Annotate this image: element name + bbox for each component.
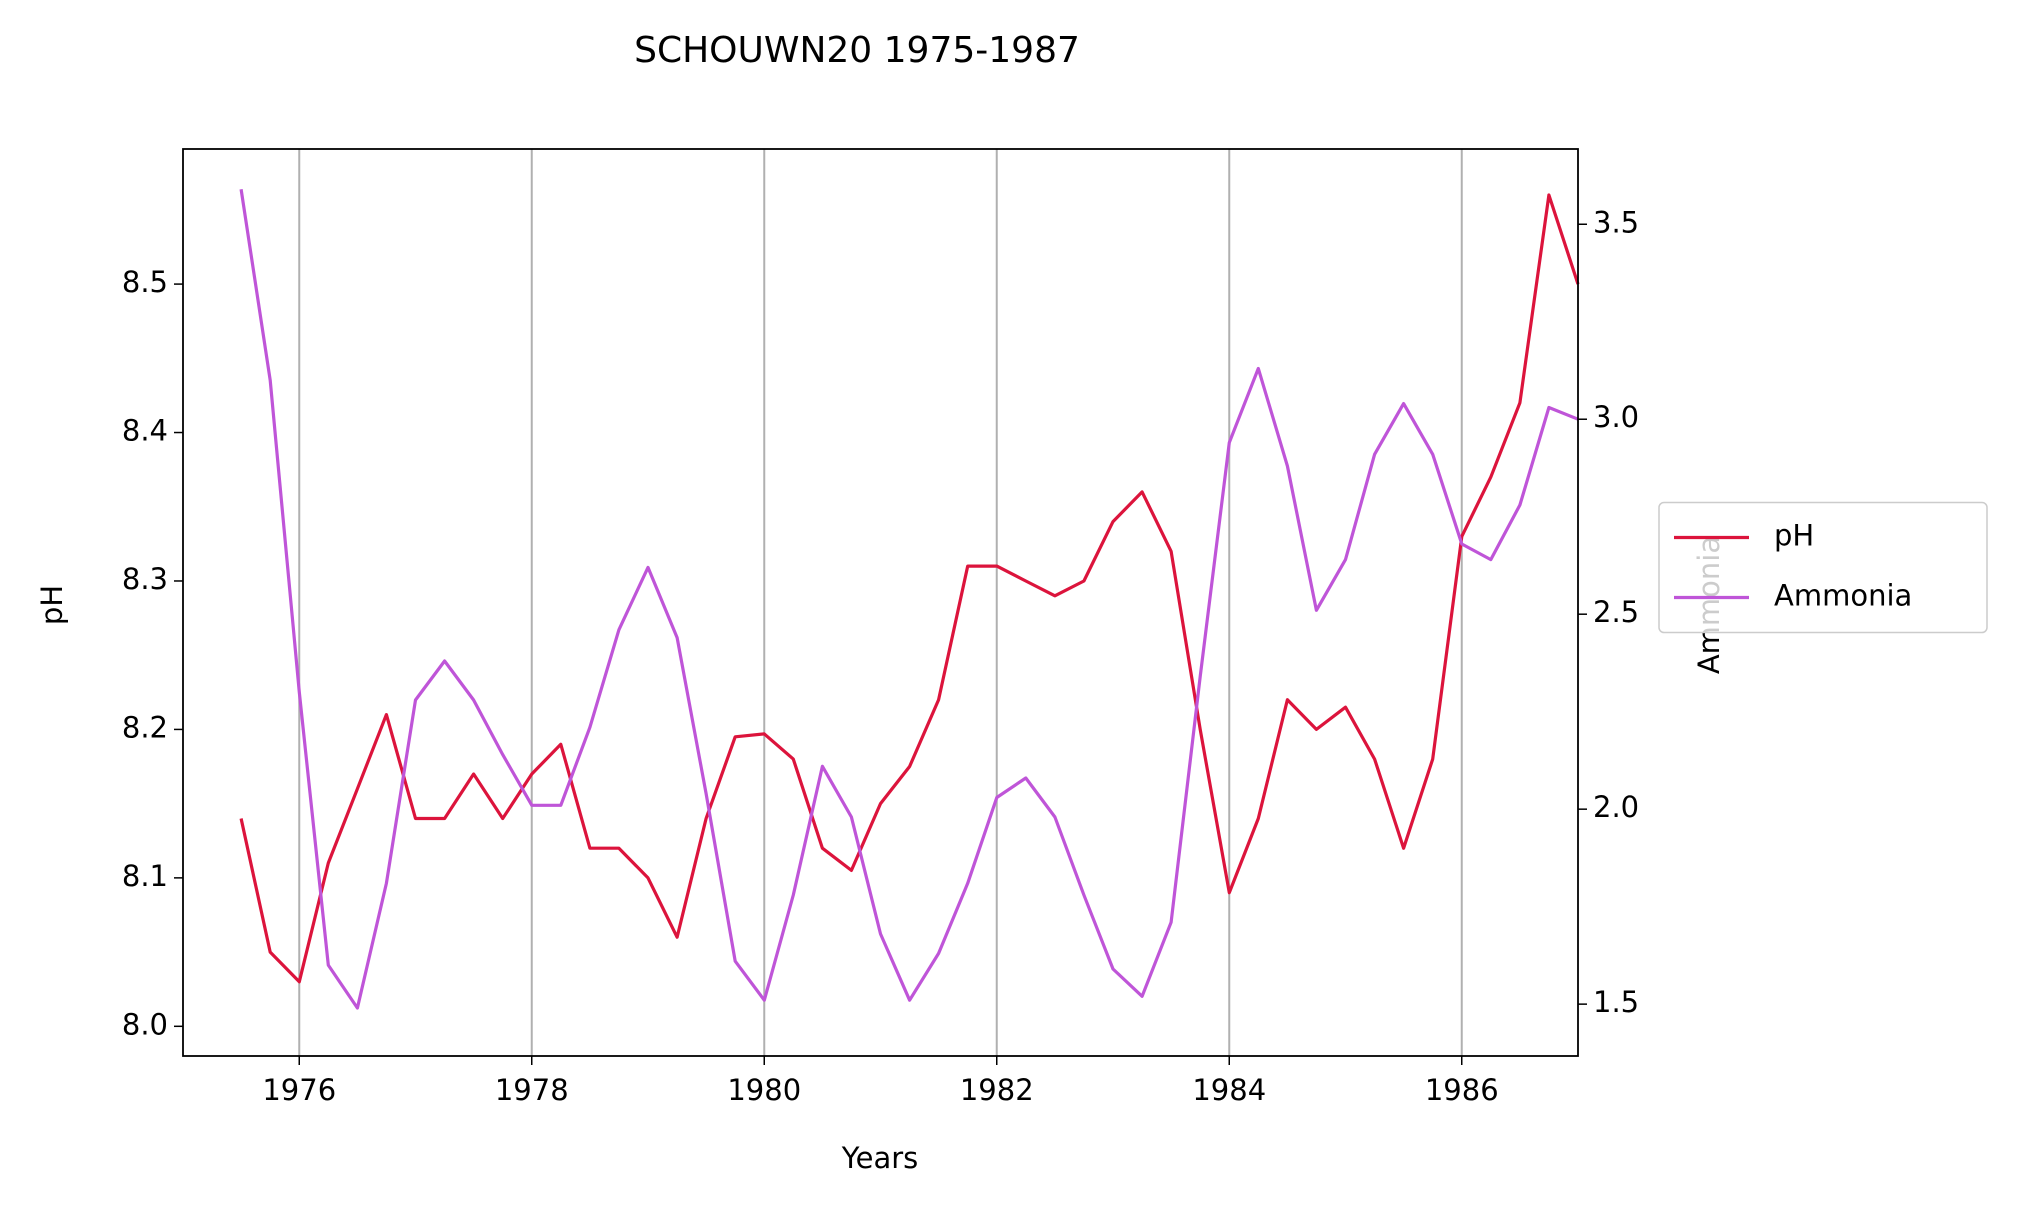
x-tick-label: 1986 <box>1425 1073 1499 1107</box>
x-tick-label: 1976 <box>262 1073 336 1107</box>
y2-tick-label: 3.5 <box>1593 205 1639 239</box>
y-tick-label: 8.0 <box>122 1007 168 1041</box>
chart-title: SCHOUWN20 1975-1987 <box>634 30 1080 71</box>
y-tick-label: 8.2 <box>122 710 168 744</box>
y-tick-label: 8.1 <box>122 859 168 893</box>
y-tick-label: 8.3 <box>122 562 168 596</box>
x-tick-label: 1978 <box>495 1073 569 1107</box>
y2-tick-label: 3.0 <box>1593 400 1639 434</box>
x-tick-label: 1980 <box>727 1073 801 1107</box>
x-axis-label: Years <box>841 1141 919 1175</box>
y-axis-label: pH <box>35 585 69 625</box>
plot-frame <box>182 148 1579 1057</box>
legend-label: pH <box>1774 519 1814 553</box>
y2-tick-label: 2.0 <box>1593 790 1639 824</box>
y-tick-label: 8.4 <box>122 414 168 448</box>
line-series <box>239 188 1579 1010</box>
legend-label: Ammonia <box>1774 579 1912 613</box>
y-tick-label: 8.5 <box>122 265 168 299</box>
legend-box <box>1658 501 1988 634</box>
line-series <box>239 193 1580 984</box>
x-tick-label: 1982 <box>960 1073 1034 1107</box>
y2-tick-label: 2.5 <box>1593 595 1639 629</box>
y2-tick-label: 1.5 <box>1593 985 1639 1019</box>
x-tick-label: 1984 <box>1192 1073 1266 1107</box>
